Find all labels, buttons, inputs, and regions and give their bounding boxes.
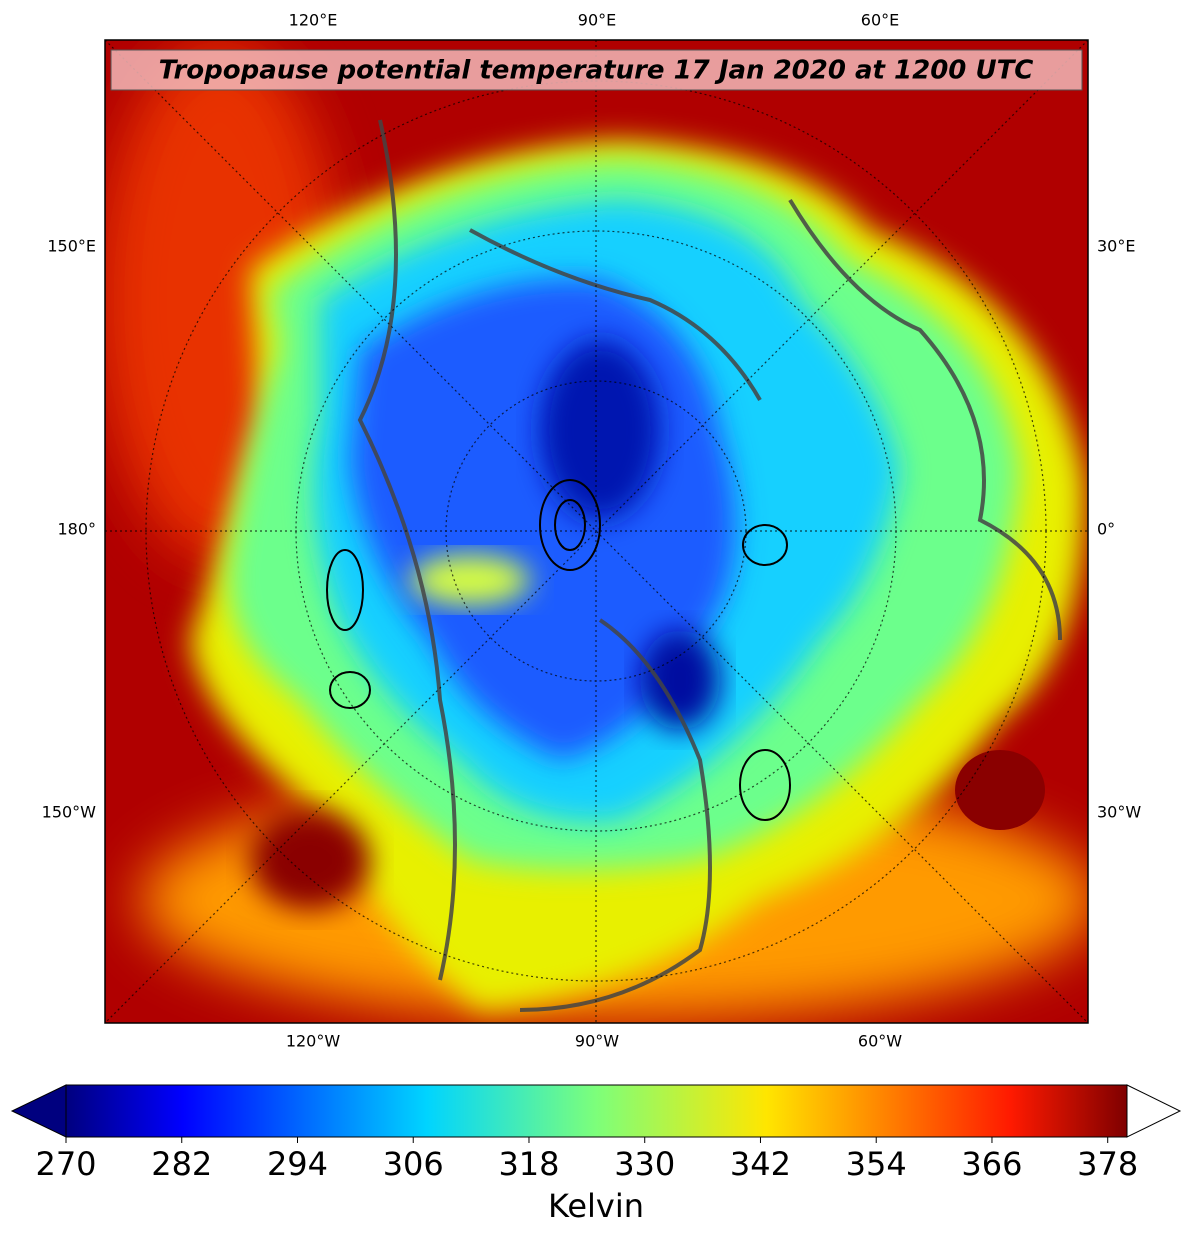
lon-label: 150°W [42,803,97,822]
lon-label: 90°W [575,1032,619,1051]
lon-label: 30°W [1097,803,1141,822]
tick-label: 270 [35,1145,96,1183]
lon-label: 120°W [286,1032,341,1051]
tick-label: 354 [846,1145,907,1183]
tick-label: 366 [961,1145,1022,1183]
lon-label: 150°E [47,237,96,256]
lon-label: 120°E [289,11,338,30]
tick-label: 294 [267,1145,328,1183]
lon-label: 90°E [578,11,616,30]
lon-label: 0° [1097,520,1115,539]
lon-label: 60°E [861,11,899,30]
tick-label: 342 [730,1145,791,1183]
colorbar-label: Kelvin [548,1187,644,1225]
tick-label: 330 [614,1145,675,1183]
tick-label: 378 [1077,1145,1138,1183]
colorbar [66,1085,1127,1137]
lon-label: 180° [57,520,96,539]
tick-label: 282 [151,1145,212,1183]
lon-label: 60°W [858,1032,902,1051]
lon-label: 30°E [1097,237,1135,256]
map [105,40,1088,1023]
tick-label: 318 [498,1145,559,1183]
map-title: Tropopause potential temperature 17 Jan … [159,56,1034,86]
tick-label: 306 [383,1145,444,1183]
